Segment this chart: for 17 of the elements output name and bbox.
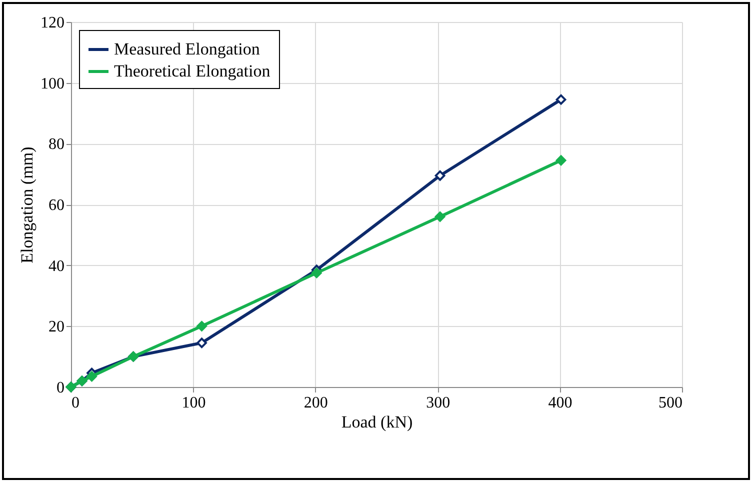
- y-tick-label: 80: [48, 136, 64, 154]
- x-axis-title: Load (kN): [341, 412, 413, 432]
- y-tick-label: 40: [48, 258, 64, 275]
- x-tick-label: 100: [182, 394, 206, 412]
- y-tick-label: 0: [56, 380, 64, 396]
- x-tick-label: 300: [426, 394, 450, 412]
- y-axis-title: Elongation (mm): [18, 146, 36, 264]
- legend-label: Measured Elongation: [114, 40, 260, 58]
- y-tick-label: 20: [48, 318, 64, 336]
- x-tick-label: 200: [304, 394, 328, 412]
- x-tick-label: 500: [658, 394, 682, 412]
- legend-label: Theoretical Elongation: [114, 62, 271, 80]
- y-tick-label: 120: [40, 14, 64, 32]
- x-tick-label: 400: [548, 394, 572, 412]
- y-tick-label: 100: [40, 75, 64, 92]
- y-tick-label: 60: [48, 197, 64, 214]
- x-tick-label: 0: [72, 394, 80, 412]
